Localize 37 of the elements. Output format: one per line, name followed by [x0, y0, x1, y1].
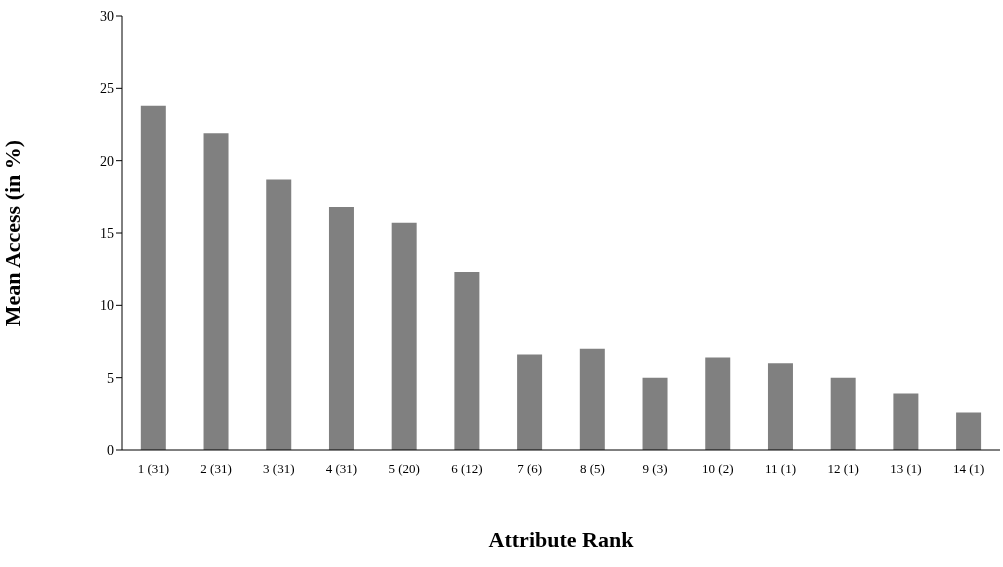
x-tick-label: 14 (1)	[952, 461, 985, 477]
y-tick-label: 20	[100, 153, 114, 169]
y-tick-label: 25	[100, 81, 114, 97]
bar	[956, 412, 982, 450]
bar	[705, 357, 731, 450]
bar	[579, 348, 605, 450]
x-tick-label: 8 (5)	[579, 461, 605, 477]
bar	[454, 272, 480, 450]
y-tick-label: 5	[107, 370, 114, 386]
x-tick-label: 12 (1)	[827, 461, 859, 477]
x-tick-label: 2 (31)	[200, 461, 232, 477]
x-tick-label: 10 (2)	[702, 461, 734, 477]
y-tick-label: 10	[100, 298, 114, 314]
bar	[893, 393, 919, 450]
y-tick-label: 15	[100, 225, 114, 241]
x-tick-label: 6 (12)	[451, 461, 483, 477]
bar	[830, 377, 856, 450]
y-tick-label: 30	[100, 8, 114, 24]
x-tick-label: 11 (1)	[765, 461, 796, 477]
x-tick-label: 3 (31)	[263, 461, 295, 477]
x-tick-label: 5 (20)	[388, 461, 420, 477]
x-tick-label: 7 (6)	[517, 461, 543, 477]
bar	[767, 363, 793, 450]
x-tick-label: 4 (31)	[325, 461, 358, 477]
x-tick-label: 9 (3)	[642, 461, 668, 477]
y-tick-label: 0	[107, 442, 114, 458]
bar	[391, 222, 417, 450]
bar	[642, 377, 668, 450]
x-axis-title: Attribute Rank	[488, 527, 635, 552]
y-axis-title: Mean Access (in %)	[0, 139, 25, 327]
bar	[140, 105, 166, 450]
bar	[328, 206, 354, 450]
bar	[203, 133, 229, 450]
bar	[517, 354, 543, 450]
x-tick-label: 13 (1)	[890, 461, 922, 477]
x-tick-label: 1 (31)	[137, 461, 170, 477]
bar	[266, 179, 292, 450]
